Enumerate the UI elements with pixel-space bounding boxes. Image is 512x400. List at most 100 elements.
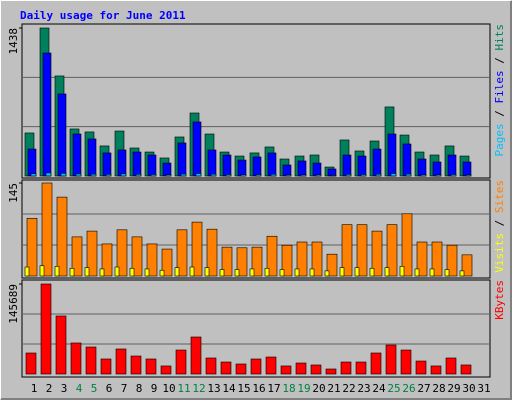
bar: [177, 142, 187, 177]
bar: [357, 155, 367, 177]
bar: [45, 172, 52, 177]
bar: [249, 268, 255, 277]
legend-entry: Sites: [493, 180, 506, 213]
bar: [325, 368, 337, 375]
bar: [250, 358, 262, 375]
bar: [431, 241, 443, 277]
bar: [369, 268, 375, 277]
bar: [102, 152, 112, 177]
bar: [330, 174, 337, 177]
bar: [281, 244, 293, 277]
bar: [180, 173, 187, 177]
bar: [294, 268, 300, 277]
bar: [135, 173, 142, 177]
x-tick-label: 25: [387, 382, 400, 395]
x-tick-label: 29: [447, 382, 460, 395]
bar: [326, 253, 338, 277]
legend-entry: Pages: [493, 123, 506, 156]
x-tick-label: 21: [327, 382, 340, 395]
bar: [296, 241, 308, 277]
bar: [400, 349, 412, 375]
bar: [255, 174, 262, 177]
bar: [116, 229, 128, 277]
bar: [176, 229, 188, 277]
bar: [225, 174, 232, 177]
bar: [340, 361, 352, 375]
bar: [115, 348, 127, 375]
bar: [312, 162, 322, 177]
bar: [42, 52, 52, 177]
bar: [131, 236, 143, 277]
bar: [360, 174, 367, 177]
legend: Visits / Sites: [493, 180, 506, 273]
bar: [447, 154, 457, 177]
bar: [417, 158, 427, 177]
legend: Pages / Files / Hits: [493, 24, 506, 157]
bar: [414, 268, 420, 277]
bar: [279, 269, 285, 277]
bar: [402, 143, 412, 177]
bar: [114, 266, 120, 277]
bar: [446, 244, 458, 277]
x-tick-label: 5: [91, 382, 98, 395]
x-tick-label: 31: [477, 382, 490, 395]
bar: [86, 230, 98, 277]
bar: [339, 267, 345, 277]
bar: [195, 173, 202, 177]
x-tick-label: 20: [312, 382, 325, 395]
bar: [205, 357, 217, 375]
x-tick-label: 27: [417, 382, 430, 395]
bar: [240, 174, 247, 177]
bar: [354, 267, 360, 277]
bar: [30, 173, 37, 177]
bar: [219, 269, 225, 277]
bar: [85, 346, 97, 375]
bar: [342, 154, 352, 177]
x-tick-label: 26: [402, 382, 415, 395]
bar: [465, 174, 472, 177]
bar: [146, 243, 158, 277]
bar: [69, 268, 75, 277]
bar: [129, 268, 135, 277]
bar: [324, 270, 330, 277]
bar: [420, 174, 427, 177]
legend-separator: /: [493, 104, 506, 124]
legend-entry: Hits: [493, 24, 506, 51]
bar: [117, 149, 127, 177]
bar: [221, 246, 233, 277]
y-tick-label: 1438: [7, 28, 20, 55]
x-tick-label: 7: [121, 382, 128, 395]
x-tick-label: 19: [297, 382, 310, 395]
bar: [84, 267, 90, 277]
bar: [309, 268, 315, 277]
bar: [311, 241, 323, 277]
bar: [160, 365, 172, 375]
bar: [461, 254, 473, 277]
y-tick-label: 145: [7, 183, 20, 203]
legend-entry: KBytes: [493, 280, 506, 320]
bar: [26, 217, 38, 277]
bar: [387, 133, 397, 177]
bar: [444, 269, 450, 277]
bar: [405, 173, 412, 177]
bar: [174, 267, 180, 277]
bar: [384, 267, 390, 277]
bar: [57, 93, 67, 177]
bar: [462, 161, 472, 177]
bar: [460, 364, 472, 375]
x-tick-label: 15: [237, 382, 250, 395]
bar: [267, 152, 277, 177]
bar: [282, 164, 292, 177]
bar: [75, 173, 82, 177]
bar: [297, 160, 307, 177]
x-tick-label: 28: [432, 382, 445, 395]
bar: [251, 246, 263, 277]
bar: [105, 174, 112, 177]
x-tick-label: 4: [76, 382, 83, 395]
bar: [204, 267, 210, 277]
x-tick-label: 11: [177, 382, 190, 395]
legend-entry: Files: [493, 70, 506, 103]
bar: [175, 349, 187, 375]
bar: [386, 224, 398, 277]
